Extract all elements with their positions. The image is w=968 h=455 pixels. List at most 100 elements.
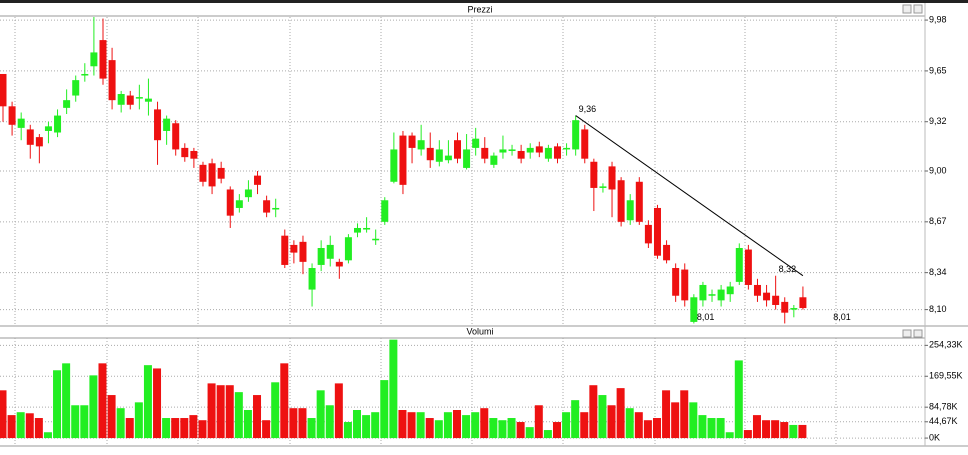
volume-bar <box>662 390 671 439</box>
candle-body <box>435 149 443 162</box>
candle-body <box>281 235 289 265</box>
candle-body <box>226 189 234 216</box>
volume-bar <box>643 420 652 439</box>
minimize-button[interactable] <box>902 329 912 338</box>
volume-bar <box>243 410 252 439</box>
candle-body <box>763 292 771 301</box>
candle-body <box>526 147 534 153</box>
candle-body <box>126 95 134 105</box>
volume-bar <box>762 420 771 439</box>
volume-bar <box>298 408 307 439</box>
volume-bar <box>752 415 761 439</box>
candle-body <box>344 237 352 261</box>
volume-bar <box>789 424 798 439</box>
candle-body <box>717 289 725 301</box>
volume-bar <box>80 405 89 439</box>
volume-bar <box>516 422 525 439</box>
volume-bar <box>698 415 707 439</box>
annotation: 8,32 <box>779 264 797 274</box>
volume-bar <box>498 420 507 439</box>
candle-body <box>381 200 389 222</box>
candle-body <box>190 150 198 159</box>
candle-body <box>8 106 16 125</box>
volume-bar <box>543 430 552 439</box>
volume-bar <box>0 390 7 439</box>
candle-body <box>235 200 243 208</box>
volume-bar <box>453 410 461 439</box>
volume-bar <box>234 392 243 439</box>
volume-bar <box>53 370 62 439</box>
volume-bar <box>425 418 434 439</box>
volume-bar <box>34 418 43 439</box>
candle-body <box>635 181 643 222</box>
volume-bar <box>625 408 634 439</box>
candle-body <box>753 284 761 296</box>
panel-title: Volumi <box>466 326 493 336</box>
candle-body <box>463 149 471 168</box>
candle-body <box>81 73 89 76</box>
maximize-button[interactable] <box>913 329 923 338</box>
y-tick-label: 8,10 <box>929 304 947 314</box>
candle-body <box>63 100 71 108</box>
minimize-button[interactable] <box>902 4 912 14</box>
volume-bar <box>780 422 789 439</box>
volume-bar <box>525 427 534 439</box>
volume-bar <box>71 405 80 439</box>
candle-body <box>99 40 107 79</box>
volume-bar <box>316 390 325 439</box>
candle-body <box>644 224 652 244</box>
volume-bar <box>480 408 489 439</box>
y-tick-label: 84,78K <box>929 402 958 412</box>
volume-bar <box>189 415 198 439</box>
volume-bar <box>534 405 543 439</box>
volume-bar <box>589 385 598 439</box>
candle-body <box>672 268 680 296</box>
annotation: 8,01 <box>833 312 851 322</box>
volume-bar <box>280 363 289 439</box>
volume-bar <box>552 422 561 439</box>
volume-bar <box>598 395 607 439</box>
volume-bar <box>734 360 743 439</box>
volume-bar <box>771 420 780 439</box>
volume-bar <box>634 412 643 439</box>
volume-bar <box>125 418 134 439</box>
volume-bar <box>680 390 689 439</box>
candle-body <box>481 147 489 159</box>
volume-bar <box>307 418 316 439</box>
candle-body <box>472 138 480 148</box>
candle-body <box>90 52 98 67</box>
volume-bar <box>334 383 343 439</box>
candle-body <box>26 129 34 145</box>
candle-body <box>444 155 452 161</box>
candle-body <box>544 147 552 159</box>
candle-body <box>272 207 280 210</box>
volume-bar <box>462 415 471 439</box>
volume-bar <box>689 402 698 439</box>
maximize-button[interactable] <box>913 4 923 14</box>
candle-body <box>781 301 789 313</box>
volume-bar <box>562 412 571 439</box>
candle-body <box>0 73 7 107</box>
candle-body <box>390 149 398 182</box>
volume-bar <box>98 363 107 439</box>
volume-bar <box>116 408 125 439</box>
candle-body <box>290 244 298 253</box>
candle-body <box>563 147 571 150</box>
candle-body <box>663 244 671 261</box>
volume-bar <box>43 432 52 439</box>
volume-bar <box>671 402 680 439</box>
candle-body <box>144 98 152 102</box>
candle-body <box>308 268 316 290</box>
candle-body <box>135 97 143 99</box>
volume-bar <box>398 410 407 439</box>
window-buttons[interactable] <box>902 4 923 338</box>
candle-body <box>690 297 698 322</box>
candle-body <box>217 167 225 179</box>
candle-body <box>317 248 325 265</box>
candle-body <box>590 161 598 188</box>
candle-body <box>454 140 461 159</box>
volume-bar <box>743 430 752 439</box>
candle-body <box>490 155 498 165</box>
volume-bar <box>25 413 34 439</box>
volume-bar <box>489 418 498 439</box>
